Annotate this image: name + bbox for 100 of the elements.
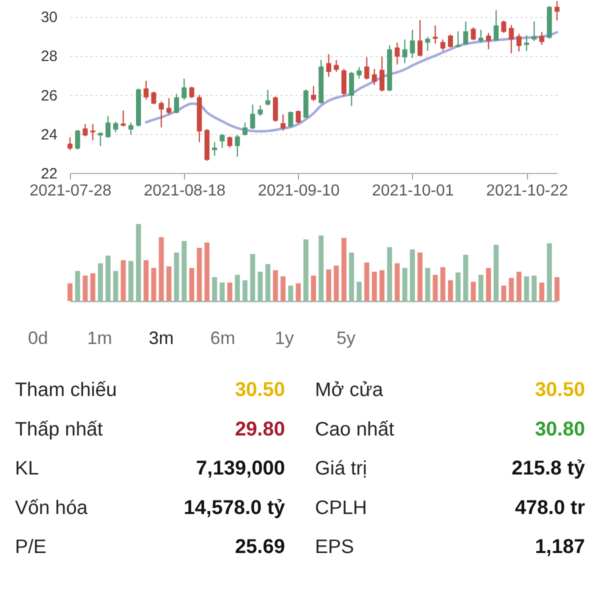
text: 6m [210,328,236,348]
candlestick [356,66,362,80]
candlestick [470,26,476,41]
bar [166,266,172,301]
bar [258,272,263,301]
candlestick [128,122,134,136]
bar [128,260,134,301]
bar [364,262,370,301]
bar [68,283,72,301]
bar [120,260,126,301]
bar [212,277,218,301]
bar [113,270,118,301]
candlestick [82,124,88,137]
bar [90,273,96,301]
candlestick [120,110,126,128]
text: Mở cửa [315,379,384,401]
candlestick [227,136,232,148]
candlestick [68,136,72,151]
candlestick [448,34,453,48]
bar [349,252,354,301]
candlestick [494,10,499,42]
bar [410,249,415,301]
candlestick [379,56,384,92]
bar [189,268,194,301]
candlestick [394,42,400,66]
candlestick [341,68,346,97]
candlestick [90,124,96,141]
bar [326,269,332,301]
candlestick [212,142,218,156]
text: P/E [15,536,46,558]
candlestick [280,114,286,132]
candlestick [372,68,377,86]
candlestick [250,104,256,130]
y-tick-label: 30 [40,9,58,26]
text: 1y [274,328,294,348]
text: KL [15,458,40,480]
bar [182,240,187,301]
candlestick [508,24,514,54]
bar [151,268,156,301]
x-tick-label: 2021-10-22 [486,182,568,200]
candlestick [151,90,156,105]
candlestick [425,36,430,52]
bar [158,237,164,301]
text: Cao nhất [315,418,395,440]
bar [546,243,552,301]
candlestick [189,86,194,99]
candlestick [334,59,339,73]
text: 1,187 [534,536,585,558]
candlestick [242,122,248,136]
y-tick-label: 28 [40,48,58,66]
bar [250,254,256,301]
candlestick [501,20,506,34]
bar [539,282,544,301]
text: Giá trị [315,458,368,480]
bar [532,276,537,301]
text: 7,139,000 [196,458,285,480]
bar [463,254,468,301]
candlestick [220,133,225,149]
text: 30.50 [534,379,585,401]
bar [554,277,560,301]
bar [432,274,438,301]
bar [402,268,408,301]
y-tick-label: 26 [40,87,58,104]
text: 30.80 [534,418,585,440]
bar [220,282,225,301]
candlestick [166,98,172,115]
bar [144,260,149,301]
x-tick-label: 2021-09-10 [258,182,340,200]
bar [204,242,210,301]
bar [106,256,111,301]
candlestick [258,104,263,117]
bar [425,268,430,301]
candlestick [349,71,354,107]
candlestick [288,110,294,128]
text: CPLH [315,496,368,519]
bar [524,276,530,301]
x-tick-label: 2021-08-18 [144,182,226,200]
bar [242,280,248,301]
candlestick [364,56,370,80]
candlestick [296,110,301,124]
bar [234,274,240,301]
text: 30.50 [234,379,285,401]
text: 215.8 tỷ [512,458,586,480]
text: 478.0 tr [514,496,586,519]
candlestick [532,20,537,42]
candlestick [75,129,80,150]
x-tick-label: 2021-10-01 [372,182,454,200]
bar [288,286,294,301]
bar [318,236,324,301]
bar [456,272,461,301]
y-tick-label: 22 [40,166,58,182]
candlestick [410,29,415,59]
bar [311,276,316,301]
bar [448,280,453,301]
bar [303,239,308,301]
bar [372,272,377,301]
bar [356,282,362,301]
candlestick [516,33,522,52]
text: 14,578.0 tỷ [184,496,286,519]
text: EPS [315,536,354,558]
